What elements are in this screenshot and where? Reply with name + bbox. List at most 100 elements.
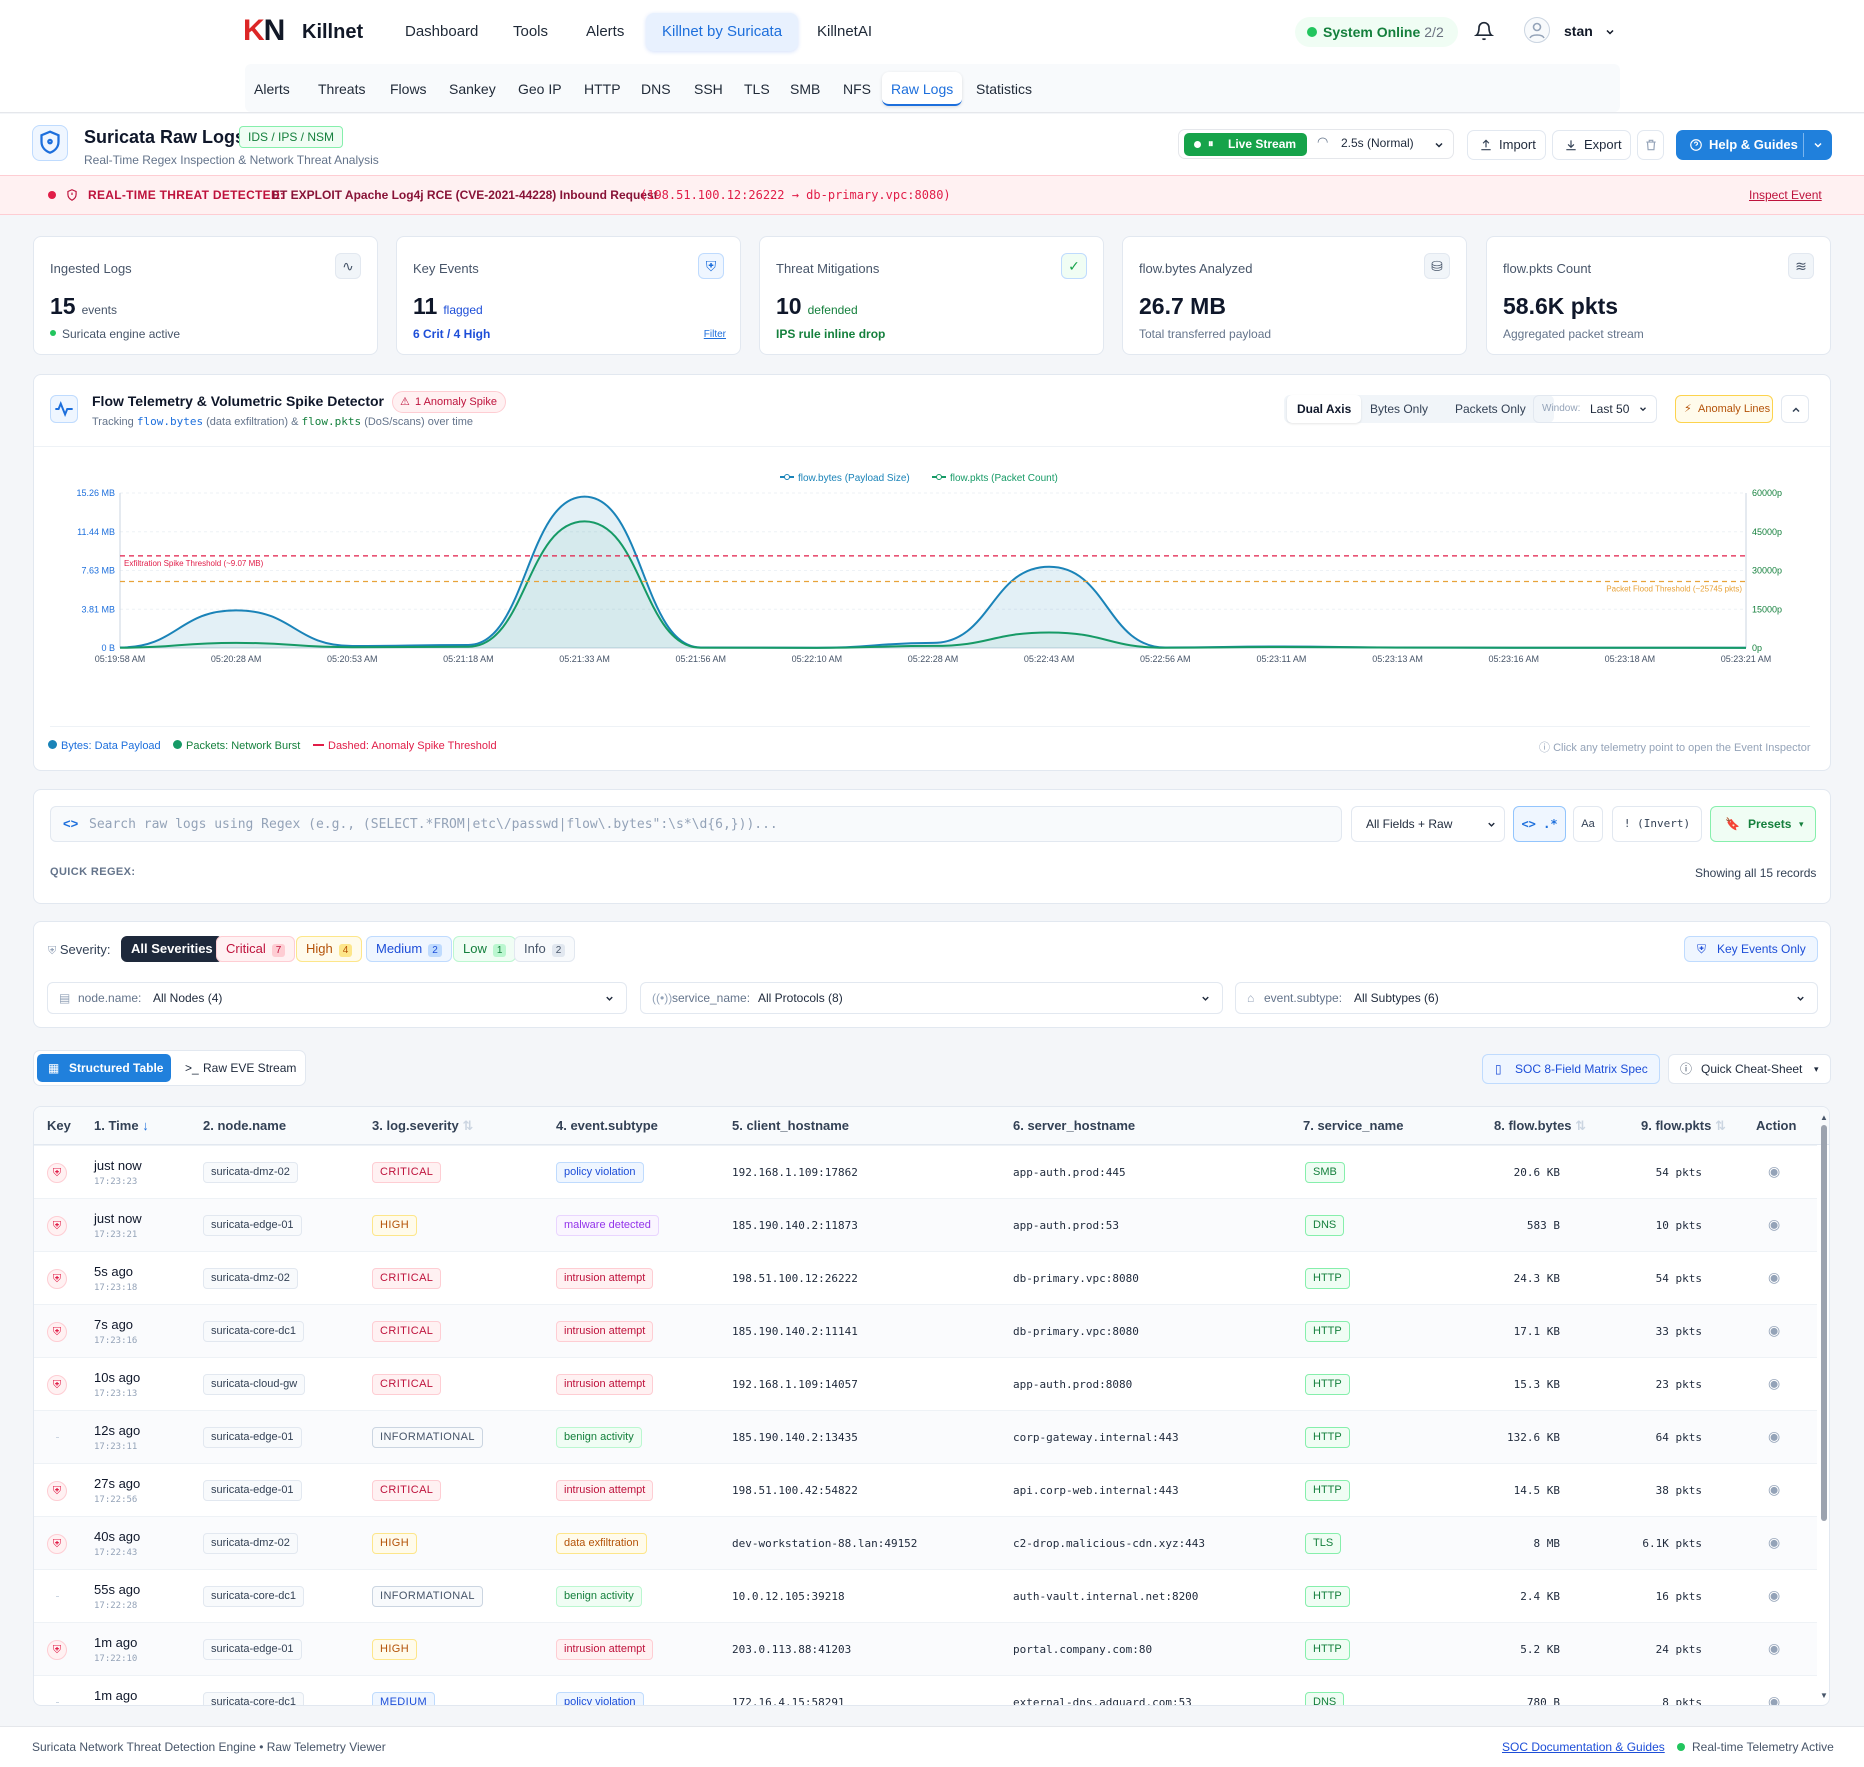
row-subtype-badge: malware detected bbox=[556, 1215, 659, 1236]
subnav-statistics[interactable]: Statistics bbox=[976, 81, 1033, 97]
table-row[interactable]: 1m ago17:21:56suricata-core-dc1MEDIUMpol… bbox=[34, 1675, 1817, 1706]
table-row[interactable]: ⛨ just now 17:23:23 suricata-dmz-02 CRITICAL… bbox=[34, 1145, 1817, 1198]
invert-toggle[interactable]: ! (Invert) bbox=[1612, 806, 1702, 842]
subnav-tls[interactable]: TLS bbox=[744, 81, 770, 97]
eye-icon[interactable]: ◉ bbox=[1768, 1693, 1781, 1706]
subnav-geo-ip[interactable]: Geo IP bbox=[518, 81, 562, 97]
bytes-line[interactable] bbox=[119, 495, 1747, 649]
nav-killnetai[interactable]: KillnetAI bbox=[817, 23, 873, 40]
severity-chip-medium[interactable]: Medium 2 bbox=[366, 936, 452, 962]
help-guides-button[interactable]: Help & Guides bbox=[1676, 130, 1832, 160]
stat-card-4: flow.pkts Count 58.6K pkts Aggregated pack… bbox=[1486, 236, 1831, 355]
severity-chip-low[interactable]: Low 1 bbox=[453, 936, 517, 962]
table-scrollbar[interactable]: ▲ ▼ bbox=[1820, 1113, 1828, 1701]
table-row[interactable]: 12s ago 17:23:11 suricata-edge-01 INFORMATI… bbox=[34, 1410, 1817, 1463]
mode-bytes-only[interactable]: Bytes Only bbox=[1370, 402, 1429, 416]
table-row[interactable]: ⛨ 40s ago 17:22:43 suricata-dmz-02 HIGH data … bbox=[34, 1516, 1817, 1569]
structured-table-tab[interactable]: ▦ Structured Table bbox=[37, 1054, 171, 1082]
table-row[interactable]: ⛨ 10s ago 17:23:13 suricata-cloud-gw CRITICA… bbox=[34, 1357, 1817, 1410]
col-service-name[interactable]: 7. service_name bbox=[1303, 1118, 1404, 1133]
field-scope-select[interactable]: All Fields + Raw bbox=[1351, 806, 1505, 842]
window-select[interactable]: Window: Last 50 bbox=[1533, 395, 1657, 423]
chevron-down-icon[interactable] bbox=[1812, 139, 1824, 151]
scroll-up-icon[interactable]: ▲ bbox=[1820, 1113, 1828, 1122]
node-name-filter[interactable]: ▤ node.name: All Nodes (4) bbox=[47, 982, 627, 1014]
scroll-thumb[interactable] bbox=[1821, 1125, 1827, 1521]
event-subtype-filter[interactable]: ⌂ event.subtype: All Subtypes (6) bbox=[1235, 982, 1818, 1014]
subnav-smb[interactable]: SMB bbox=[790, 81, 821, 97]
collapse-button[interactable] bbox=[1781, 395, 1809, 423]
col-flow-pkts[interactable]: 9. flow.pkts ⇅ bbox=[1641, 1107, 1726, 1145]
col-flow-bytes[interactable]: 8. flow.bytes ⇅ bbox=[1494, 1107, 1586, 1145]
eye-icon[interactable]: ◉ bbox=[1768, 1322, 1781, 1338]
case-sensitive-toggle[interactable]: Aa bbox=[1573, 806, 1603, 842]
raw-eve-stream-tab[interactable]: >_ Raw EVE Stream bbox=[180, 1054, 304, 1082]
soc-matrix-spec-button[interactable]: ▯ SOC 8-Field Matrix Spec bbox=[1482, 1054, 1660, 1084]
regex-search-input[interactable]: <> Search raw logs using Regex (e.g., (S… bbox=[50, 806, 1342, 842]
telemetry-chart[interactable]: 0 B 3.81 MB 7.63 MB 11.44 MB 15.26 MB 0p 15000… bbox=[34, 447, 1830, 697]
eye-icon[interactable]: ◉ bbox=[1768, 1375, 1781, 1391]
severity-chip-critical[interactable]: Critical 7 bbox=[216, 936, 296, 962]
eye-icon[interactable]: ◉ bbox=[1768, 1269, 1781, 1285]
eye-icon[interactable]: ◉ bbox=[1768, 1163, 1781, 1179]
legend-label[interactable]: flow.bytes (Payload Size) bbox=[798, 473, 910, 484]
eye-icon[interactable]: ◉ bbox=[1768, 1587, 1781, 1603]
subnav-ssh[interactable]: SSH bbox=[694, 81, 723, 97]
eye-icon[interactable]: ◉ bbox=[1768, 1534, 1781, 1550]
subnav-flows[interactable]: Flows bbox=[390, 81, 427, 97]
scroll-down-icon[interactable]: ▼ bbox=[1820, 1691, 1828, 1700]
table-row[interactable]: ⛨ 27s ago 17:22:56 suricata-edge-01 CRITICAL… bbox=[34, 1463, 1817, 1516]
col-log-severity[interactable]: 3. log.severity ⇅ bbox=[372, 1107, 473, 1145]
nav-dashboard[interactable]: Dashboard bbox=[405, 23, 479, 40]
soc-docs-link[interactable]: SOC Documentation & Guides bbox=[1502, 1740, 1665, 1754]
table-row[interactable]: ⛨ 7s ago 17:23:16 suricata-core-dc1 CRITICAL… bbox=[34, 1304, 1817, 1357]
regex-toggle[interactable]: <> .* bbox=[1513, 806, 1566, 842]
subnav-threats[interactable]: Threats bbox=[318, 81, 366, 97]
export-button[interactable]: Export bbox=[1552, 130, 1631, 160]
pkts-line[interactable] bbox=[119, 520, 1747, 649]
anomaly-lines-toggle[interactable]: ⚡ Anomaly Lines bbox=[1675, 395, 1773, 423]
row-time: 7s ago bbox=[94, 1317, 134, 1332]
col-time[interactable]: 1. Time ↓ bbox=[94, 1107, 149, 1145]
eye-icon[interactable]: ◉ bbox=[1768, 1481, 1781, 1497]
subnav-http[interactable]: HTTP bbox=[584, 81, 621, 97]
service-name-filter[interactable]: ((•)) service_name: All Protocols (8) bbox=[640, 982, 1223, 1014]
subnav-nfs[interactable]: NFS bbox=[843, 81, 871, 97]
table-row[interactable]: ⛨ just now 17:23:21 suricata-edge-01 HIGH mal… bbox=[34, 1198, 1817, 1251]
eye-icon[interactable]: ◉ bbox=[1768, 1428, 1781, 1444]
severity-chip-info[interactable]: Info 2 bbox=[514, 936, 576, 962]
subnav-alerts[interactable]: Alerts bbox=[254, 81, 290, 97]
system-status-badge[interactable]: System Online 2/2 bbox=[1295, 17, 1458, 47]
mode-dual-axis[interactable]: Dual Axis bbox=[1287, 395, 1362, 423]
filter-link[interactable]: Filter bbox=[703, 329, 726, 340]
cheat-sheet-button[interactable]: ⓘ Quick Cheat-Sheet ▾ bbox=[1668, 1054, 1831, 1084]
live-stream-button[interactable]: ⏸ Live Stream bbox=[1184, 133, 1307, 156]
presets-button[interactable]: 🔖 Presets ▾ bbox=[1710, 806, 1816, 842]
table-row[interactable]: ⛨ 5s ago 17:23:18 suricata-dmz-02 CRITICAL in… bbox=[34, 1251, 1817, 1304]
refresh-interval-select[interactable]: 2.5s (Normal) bbox=[1341, 136, 1414, 150]
eye-icon[interactable]: ◉ bbox=[1768, 1216, 1781, 1232]
col-server-hostname[interactable]: 6. server_hostname bbox=[1013, 1118, 1136, 1133]
col-event-subtype[interactable]: 4. event.subtype bbox=[556, 1118, 658, 1133]
severity-chip-all-severities[interactable]: All Severities bbox=[121, 936, 223, 962]
subnav-sankey[interactable]: Sankey bbox=[449, 81, 496, 97]
table-row[interactable]: 55s ago 17:22:28 suricata-core-dc1 INFORMAT… bbox=[34, 1569, 1817, 1622]
col-client-hostname[interactable]: 5. client_hostname bbox=[732, 1118, 850, 1133]
key-events-only-toggle[interactable]: ⛨ Key Events Only bbox=[1684, 936, 1818, 962]
mode-packets-only[interactable]: Packets Only bbox=[1455, 402, 1526, 416]
subnav-dns[interactable]: DNS bbox=[641, 81, 671, 97]
subnav-raw-logs[interactable]: Raw Logs bbox=[882, 72, 963, 106]
nav-killnet-by-suricata[interactable]: Killnet by Suricata bbox=[646, 13, 799, 51]
table-row[interactable]: ⛨ 1m ago 17:22:10 suricata-edge-01 HIGH intru… bbox=[34, 1622, 1817, 1675]
clear-logs-button[interactable] bbox=[1637, 130, 1664, 160]
killnet-logo[interactable]: KN bbox=[243, 14, 285, 47]
inspect-event-link[interactable]: Inspect Event bbox=[1749, 188, 1822, 202]
import-button[interactable]: Import bbox=[1467, 130, 1546, 160]
severity-chip-high[interactable]: High 4 bbox=[296, 936, 363, 962]
legend-label[interactable]: flow.pkts (Packet Count) bbox=[950, 473, 1058, 484]
eye-icon[interactable]: ◉ bbox=[1768, 1640, 1781, 1656]
bell-icon[interactable] bbox=[1474, 21, 1494, 41]
nav-alerts[interactable]: Alerts bbox=[586, 23, 625, 40]
nav-tools[interactable]: Tools bbox=[513, 23, 549, 40]
col-node-name[interactable]: 2. node.name bbox=[203, 1118, 287, 1133]
